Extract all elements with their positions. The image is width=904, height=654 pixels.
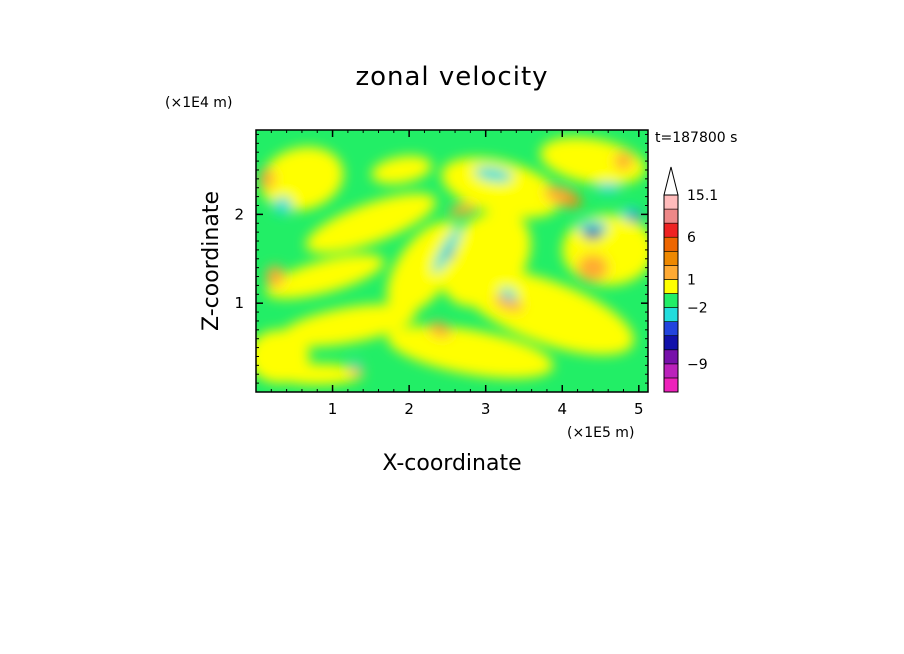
y-multiplier-label: (×1E4 m): [165, 95, 232, 111]
plot-area: [248, 130, 654, 392]
colorbar-extend-max: [664, 167, 678, 195]
colorbar-label: 6: [687, 230, 696, 246]
field-blob: [271, 364, 363, 385]
x-tick-label: 5: [634, 400, 644, 418]
colorbar-cell: [664, 251, 678, 265]
x-tick-label: 3: [481, 400, 491, 418]
y-axis-label: Z-coordinate: [199, 191, 224, 331]
field-blob: [260, 168, 275, 189]
colorbar-cell: [664, 364, 678, 378]
y-tick-label: 1: [234, 294, 244, 312]
colorbar-cell: [664, 322, 678, 336]
colorbar-cell: [664, 223, 678, 237]
x-axis-label: X-coordinate: [382, 451, 521, 476]
colorbar-label: −2: [687, 301, 708, 317]
chart-title: zonal velocity: [355, 62, 548, 92]
field-blob: [449, 250, 454, 259]
field-blob: [352, 361, 360, 370]
field-blob: [266, 266, 284, 287]
field-blob: [584, 229, 602, 240]
colorbar-cell: [664, 237, 678, 251]
field-blob: [578, 254, 609, 281]
x-tick-label: 4: [557, 400, 567, 418]
field-blob: [614, 152, 632, 170]
colorbar-cell: [664, 209, 678, 223]
colorbar-label: 1: [687, 272, 696, 288]
x-tick-label: 1: [328, 400, 338, 418]
colorbar-cell: [664, 265, 678, 279]
time-label: t=187800 s: [655, 130, 737, 146]
field-blob: [630, 213, 641, 222]
colorbar-cell: [664, 336, 678, 350]
colorbar-cell: [664, 350, 678, 364]
x-tick-label: 2: [404, 400, 414, 418]
field-blob: [597, 182, 620, 193]
field-blob: [562, 214, 654, 285]
colorbar-cell: [664, 294, 678, 308]
y-tick-label: 2: [234, 205, 244, 223]
colorbar-cell: [664, 378, 678, 392]
field-blob: [274, 197, 292, 215]
x-multiplier-label: (×1E5 m): [567, 425, 634, 441]
colorbar-cell: [664, 279, 678, 293]
colorbar-cell: [664, 195, 678, 209]
colorbar-label: 15.1: [687, 188, 718, 204]
colorbar-cell: [664, 308, 678, 322]
colorbar-label: −9: [687, 357, 708, 373]
colorbar: 15.1 6 1 −2 −9: [664, 167, 718, 392]
